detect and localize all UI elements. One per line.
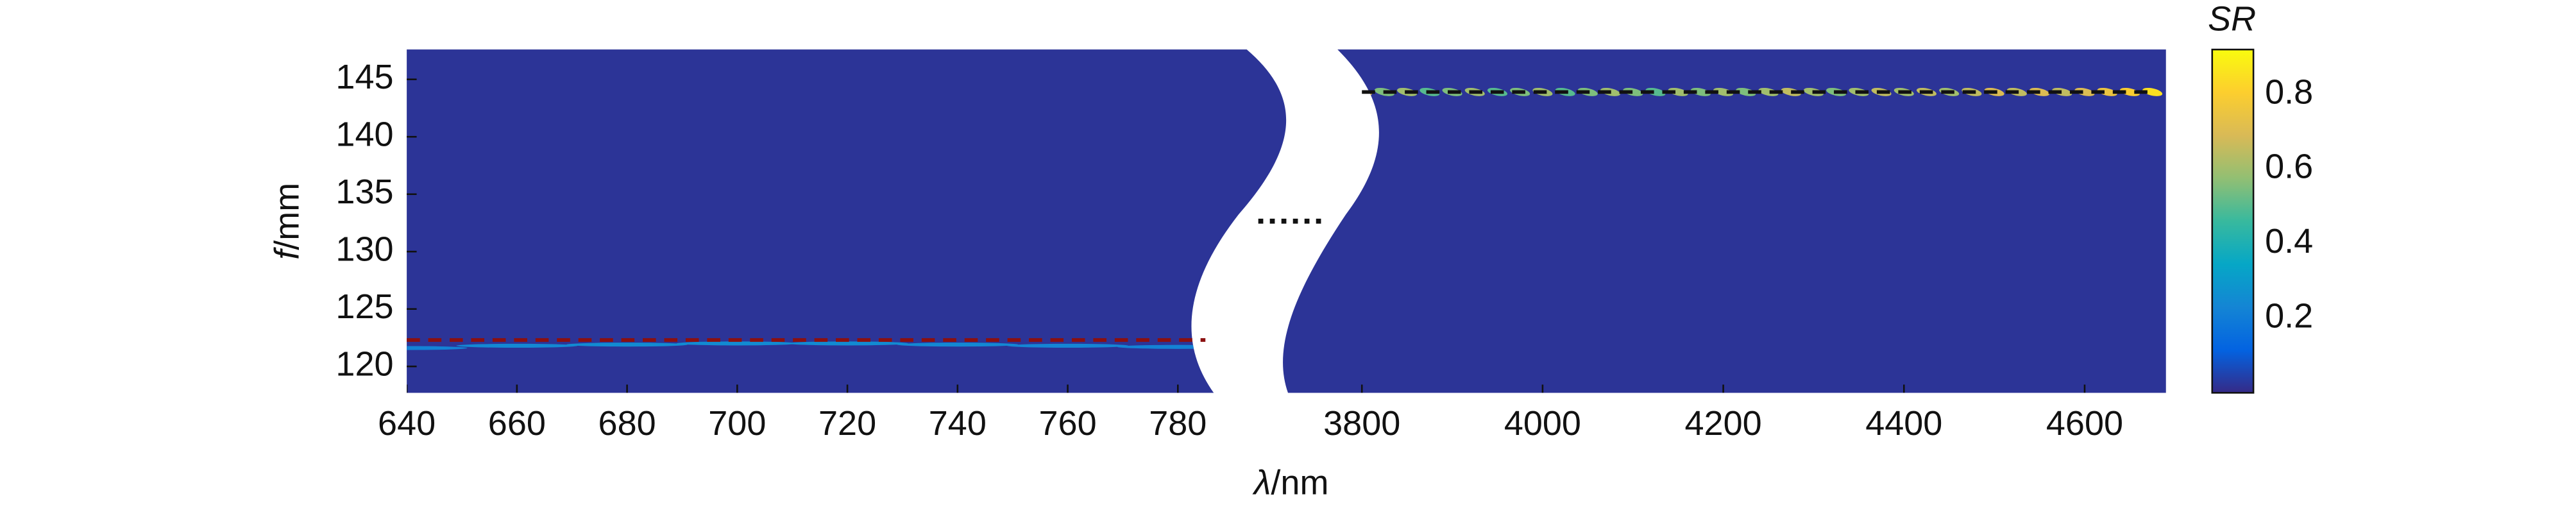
colorbar-tick-label: 0.4: [2265, 222, 2313, 260]
x-axis-label: λ/nm: [1252, 464, 1329, 502]
ridge-spot: [1713, 87, 1734, 96]
x-tick-label: 4200: [1685, 404, 1762, 443]
ridge-spot: [786, 341, 908, 346]
ridge-spot: [1758, 87, 1779, 96]
ridge-spot: [1117, 344, 1239, 349]
ridge-spot: [1645, 87, 1666, 96]
y-tick-label: 130: [335, 230, 393, 268]
y-axis-unit: /mm: [268, 183, 307, 250]
ridge-spot: [2074, 87, 2095, 96]
y-tick-label: 145: [335, 58, 393, 96]
x-tick-label: 720: [818, 404, 876, 443]
y-tick-label: 135: [335, 173, 393, 211]
x-tick-label: 780: [1149, 404, 1207, 443]
colorbar-tick-label: 0.6: [2265, 148, 2313, 186]
ridge-spot: [407, 346, 468, 350]
x-tick-label: 700: [708, 404, 766, 443]
x-tick-label: 3800: [1323, 404, 1400, 443]
ridge-spot: [2052, 87, 2072, 96]
colorbar-label: SR: [2208, 0, 2256, 38]
y-tick-label: 125: [335, 287, 393, 326]
ridge-spot: [676, 341, 798, 346]
colorbar-tick-label: 0.8: [2265, 72, 2313, 111]
colorbar-tick-label: 0.2: [2265, 296, 2313, 335]
ridge-spot: [2119, 87, 2140, 96]
ridge-spot: [566, 343, 688, 347]
ridge-spot: [1623, 87, 1643, 96]
x-tick-label: 4400: [1865, 404, 1942, 443]
y-axis-symbol: f: [268, 247, 307, 260]
plot-layer: 0.2 0.4 0.6 0.8 120 125 130 135 140 145 640 660 680 7…: [335, 58, 2313, 443]
ridge-spot: [2097, 87, 2117, 96]
heatmap-panel: [1283, 49, 2166, 393]
y-axis-label: f/mm: [268, 183, 307, 260]
ridge-spot: [1668, 87, 1688, 96]
x-axis-unit: /nm: [1271, 464, 1328, 502]
x-tick-label: 660: [488, 404, 546, 443]
ridge-spot: [1736, 87, 1756, 96]
x-tick-label: 760: [1038, 404, 1096, 443]
ridge-spot: [2142, 87, 2163, 96]
x-axis-symbol: λ: [1252, 464, 1271, 502]
x-tick-label: 4600: [2046, 404, 2123, 443]
y-tick-label: 140: [335, 115, 393, 153]
ridge-spot: [1690, 87, 1711, 96]
x-tick-label: 740: [929, 404, 987, 443]
ridge-spot: [1007, 343, 1129, 348]
x-tick-label: 640: [378, 404, 436, 443]
x-tick-label: 680: [598, 404, 656, 443]
y-tick-label: 120: [335, 344, 393, 383]
ridge-spot: [456, 343, 578, 348]
x-tick-label: 4000: [1504, 404, 1581, 443]
ridge-spot: [897, 343, 1019, 347]
colorbar: [2211, 48, 2255, 394]
heatmap-panel: [407, 49, 1287, 393]
